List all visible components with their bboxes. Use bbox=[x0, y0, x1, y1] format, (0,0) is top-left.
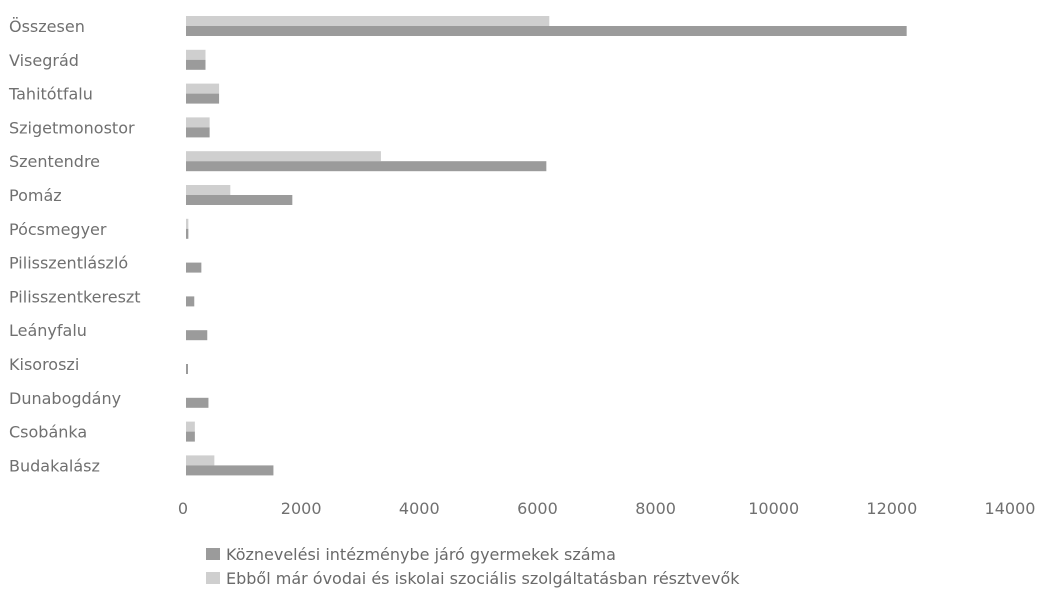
category-label: Kisoroszi bbox=[9, 355, 79, 374]
bar-series-1 bbox=[186, 364, 188, 374]
category-label: Dunabogdány bbox=[9, 389, 121, 408]
bar-series-1 bbox=[186, 296, 195, 307]
legend-swatch-series-2 bbox=[206, 572, 220, 584]
bars bbox=[186, 16, 907, 476]
category-label: Pilisszentkereszt bbox=[9, 287, 141, 306]
bar-series-1 bbox=[186, 262, 202, 273]
category-label: Csobánka bbox=[9, 423, 87, 442]
category-label: Összesen bbox=[9, 17, 85, 36]
category-label: Leányfalu bbox=[9, 321, 87, 340]
x-axis-ticks: 0 2000 4000 6000 8000 10000 12000 14000 bbox=[178, 499, 1036, 518]
category-label: Pilisszentlászló bbox=[9, 254, 128, 273]
legend: Köznevelési intézménybe járó gyermekek s… bbox=[206, 542, 740, 590]
bar-series-1 bbox=[186, 195, 293, 205]
bar-series-1 bbox=[186, 228, 189, 239]
x-tick-label: 8000 bbox=[635, 499, 676, 518]
bar-series-1 bbox=[186, 397, 209, 408]
bar-series-2 bbox=[186, 218, 189, 229]
x-tick-label: 0 bbox=[178, 499, 188, 518]
bar-series-1 bbox=[186, 431, 195, 442]
x-tick-label: 14000 bbox=[985, 499, 1036, 518]
category-label: Visegrád bbox=[9, 51, 79, 70]
bar-series-2 bbox=[186, 49, 206, 60]
x-tick-label: 2000 bbox=[281, 499, 322, 518]
bar-series-2 bbox=[186, 151, 381, 162]
bar-series-1 bbox=[186, 330, 208, 341]
legend-swatch-series-1 bbox=[206, 548, 220, 560]
bar-series-1 bbox=[186, 26, 907, 36]
bar-series-1 bbox=[186, 59, 206, 70]
bar-series-1 bbox=[186, 127, 210, 138]
x-tick-label: 10000 bbox=[748, 499, 799, 518]
x-tick-label: 4000 bbox=[399, 499, 440, 518]
bar-series-2 bbox=[186, 455, 215, 466]
bar-series-2 bbox=[186, 117, 210, 128]
bar-series-1 bbox=[186, 161, 547, 172]
bar-series-2 bbox=[186, 16, 550, 26]
category-label: Szigetmonostor bbox=[9, 118, 135, 137]
bar-series-2 bbox=[186, 185, 231, 195]
category-label: Szentendre bbox=[9, 152, 100, 171]
category-label: Budakalász bbox=[9, 456, 100, 475]
category-labels: Összesen Visegrád Tahitótfalu Szigetmonosto… bbox=[8, 17, 141, 475]
x-tick-label: 12000 bbox=[866, 499, 917, 518]
bar-series-2 bbox=[186, 83, 220, 94]
legend-item-series-1: Köznevelési intézménybe járó gyermekek s… bbox=[206, 542, 740, 566]
x-tick-label: 6000 bbox=[517, 499, 558, 518]
category-label: Pomáz bbox=[9, 186, 62, 205]
bar-series-1 bbox=[186, 93, 220, 104]
legend-item-series-2: Ebből már óvodai és iskolai szociális sz… bbox=[206, 566, 740, 590]
category-label: Tahitótfalu bbox=[8, 85, 93, 104]
legend-label-series-2: Ebből már óvodai és iskolai szociális sz… bbox=[226, 568, 740, 588]
category-label: Pócsmegyer bbox=[9, 220, 107, 239]
legend-label-series-1: Köznevelési intézménybe járó gyermekek s… bbox=[226, 544, 616, 564]
bar-series-2 bbox=[186, 421, 195, 432]
bar-series-1 bbox=[186, 465, 274, 476]
